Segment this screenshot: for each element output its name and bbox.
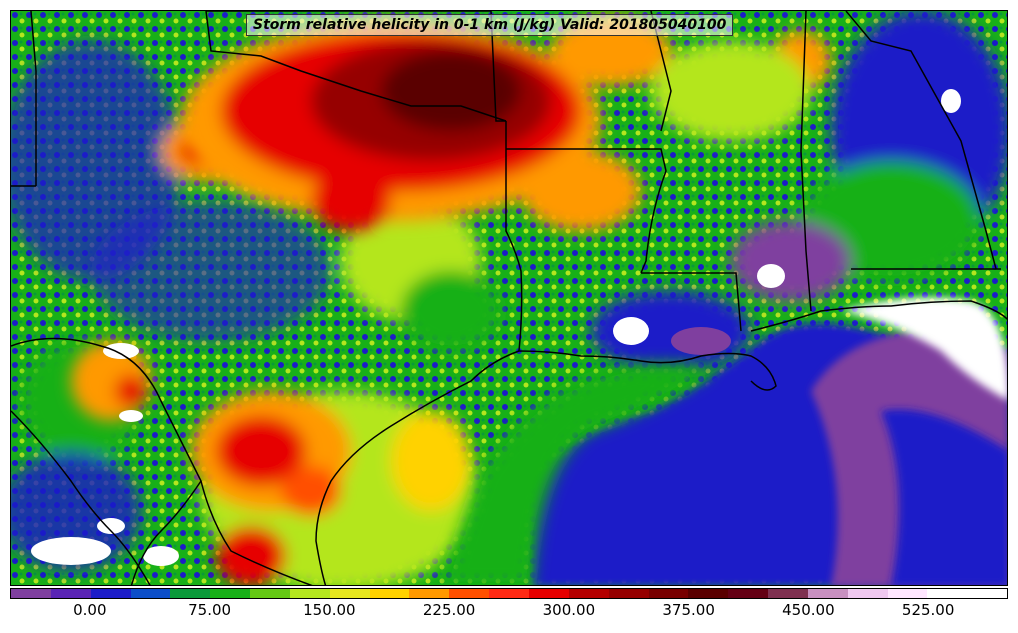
colorbar-segment	[449, 589, 490, 598]
colorbar-segment	[369, 589, 410, 598]
field-gulf-green	[441, 363, 711, 585]
colorbar-segment	[130, 589, 171, 598]
colorbar-tick-label: 450.00	[782, 601, 835, 619]
colorbar-segment	[50, 589, 91, 598]
colorbar-segment	[688, 589, 729, 598]
field-northeast	[591, 11, 1007, 371]
colorbar-segment	[608, 589, 649, 598]
colorbar-segment	[329, 589, 370, 598]
colorbar-tick-label: 75.00	[188, 601, 232, 619]
colorbar-tick-label: 525.00	[901, 601, 955, 619]
coastline-gulf-east	[750, 300, 1007, 332]
colorbar-segment	[847, 589, 888, 598]
colorbar-tick-label: 300.00	[542, 601, 596, 619]
colorbar-segment	[409, 589, 450, 598]
colorbar-tick-label: 0.00	[73, 601, 107, 619]
border-texas-east	[505, 121, 523, 352]
colorbar-tick-label: 375.00	[662, 601, 715, 619]
colorbar-segment	[489, 589, 529, 598]
border-arkansas-louisiana	[506, 148, 667, 274]
coastline-texas	[315, 350, 520, 585]
colorbar-segment	[728, 589, 769, 598]
colorbar	[10, 588, 1008, 599]
colorbar-tick-label: 150.00	[303, 601, 356, 619]
border-west	[30, 11, 37, 186]
colorbar-segment	[568, 589, 609, 598]
field-gulf-white	[841, 297, 1007, 400]
colorbar-tick-label: 225.00	[422, 601, 476, 619]
border-alabama-west	[800, 11, 812, 312]
map-title: Storm relative helicity in 0-1 km (J/kg)…	[246, 14, 734, 36]
border-mexico-inner-2	[130, 480, 202, 585]
colorbar-segment	[887, 589, 928, 598]
colorbar-segment	[170, 589, 211, 598]
colorbar-segment	[807, 589, 848, 598]
border-oklahoma-arkansas	[490, 11, 506, 122]
colorbar-segment	[11, 589, 51, 598]
colorbar-ticks: 0.00 75.00 150.00 225.00 300.00 375.00 450.00 5…	[10, 601, 1008, 623]
colorbar-segment	[210, 589, 251, 598]
helicity-map	[10, 10, 1008, 586]
colorbar-segment	[90, 589, 131, 598]
colorbar-segment	[927, 589, 968, 598]
field-gulf-blue-inner	[881, 409, 1007, 585]
colorbar-segment	[528, 589, 569, 598]
colorbar-segment	[768, 589, 808, 598]
colorbar-segment	[967, 589, 1008, 598]
border-mississippi	[641, 272, 742, 332]
border-rio-grande	[11, 337, 313, 585]
field-patches	[31, 89, 961, 566]
border-new-mexico-texas	[205, 11, 507, 122]
borders	[11, 11, 1007, 585]
border-mexico-inner	[11, 410, 151, 585]
coastline-louisiana	[518, 350, 777, 391]
colorbar-segment	[250, 589, 290, 598]
colorbar-segment	[289, 589, 330, 598]
colorbar-segment	[648, 589, 689, 598]
border-alabama-georgia	[845, 11, 997, 270]
